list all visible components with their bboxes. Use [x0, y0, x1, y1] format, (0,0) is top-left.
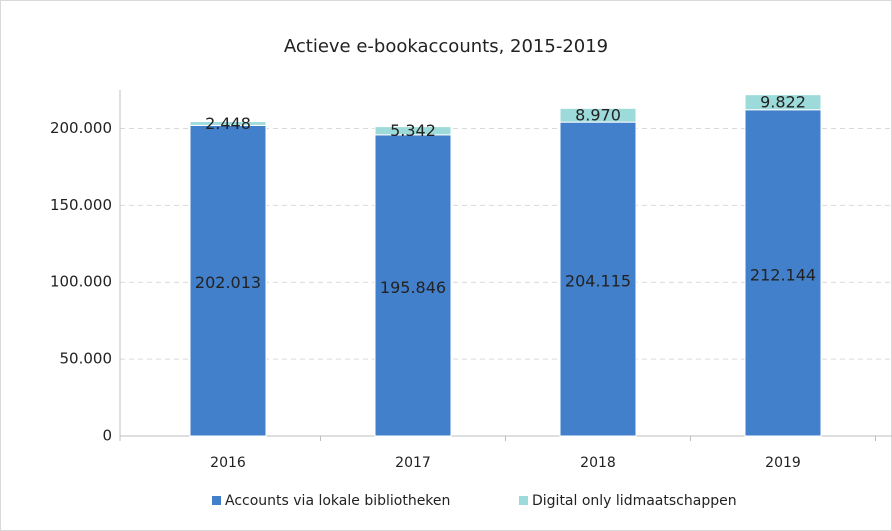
value-label: 5.342	[390, 121, 436, 140]
bar-segment	[744, 109, 822, 437]
value-label: 2.448	[205, 114, 251, 133]
x-tick-label: 2018	[580, 455, 616, 471]
x-tick-label: 2016	[210, 455, 246, 471]
legend-swatch	[212, 496, 221, 505]
bar-segment	[559, 121, 637, 437]
y-tick-label: 50.000	[60, 350, 113, 368]
value-label: 204.115	[565, 272, 631, 291]
bar-segment	[189, 124, 267, 437]
y-tick-label: 200.000	[50, 119, 112, 137]
x-tick-label: 2017	[395, 455, 431, 471]
value-label: 202.013	[195, 273, 261, 292]
value-label: 195.846	[380, 278, 446, 297]
y-tick-label: 0	[102, 427, 112, 445]
bar-segment	[374, 134, 452, 437]
bar-segment	[374, 126, 452, 136]
x-tick-label: 2019	[765, 455, 801, 471]
y-tick-label: 150.000	[50, 196, 112, 214]
value-label: 9.822	[760, 93, 806, 112]
chart-title: Actieve e-bookaccounts, 2015-2019	[284, 36, 608, 57]
bar-segment	[559, 107, 637, 123]
legend-label: Digital only lidmaatschappen	[532, 493, 737, 509]
y-tick-label: 100.000	[50, 273, 112, 291]
value-label: 212.144	[750, 265, 816, 284]
value-label: 8.970	[575, 106, 621, 125]
bar-segment	[744, 94, 822, 111]
bar-segment	[189, 121, 267, 126]
legend-label: Accounts via lokale bibliotheken	[225, 493, 450, 509]
legend-swatch	[519, 496, 528, 505]
